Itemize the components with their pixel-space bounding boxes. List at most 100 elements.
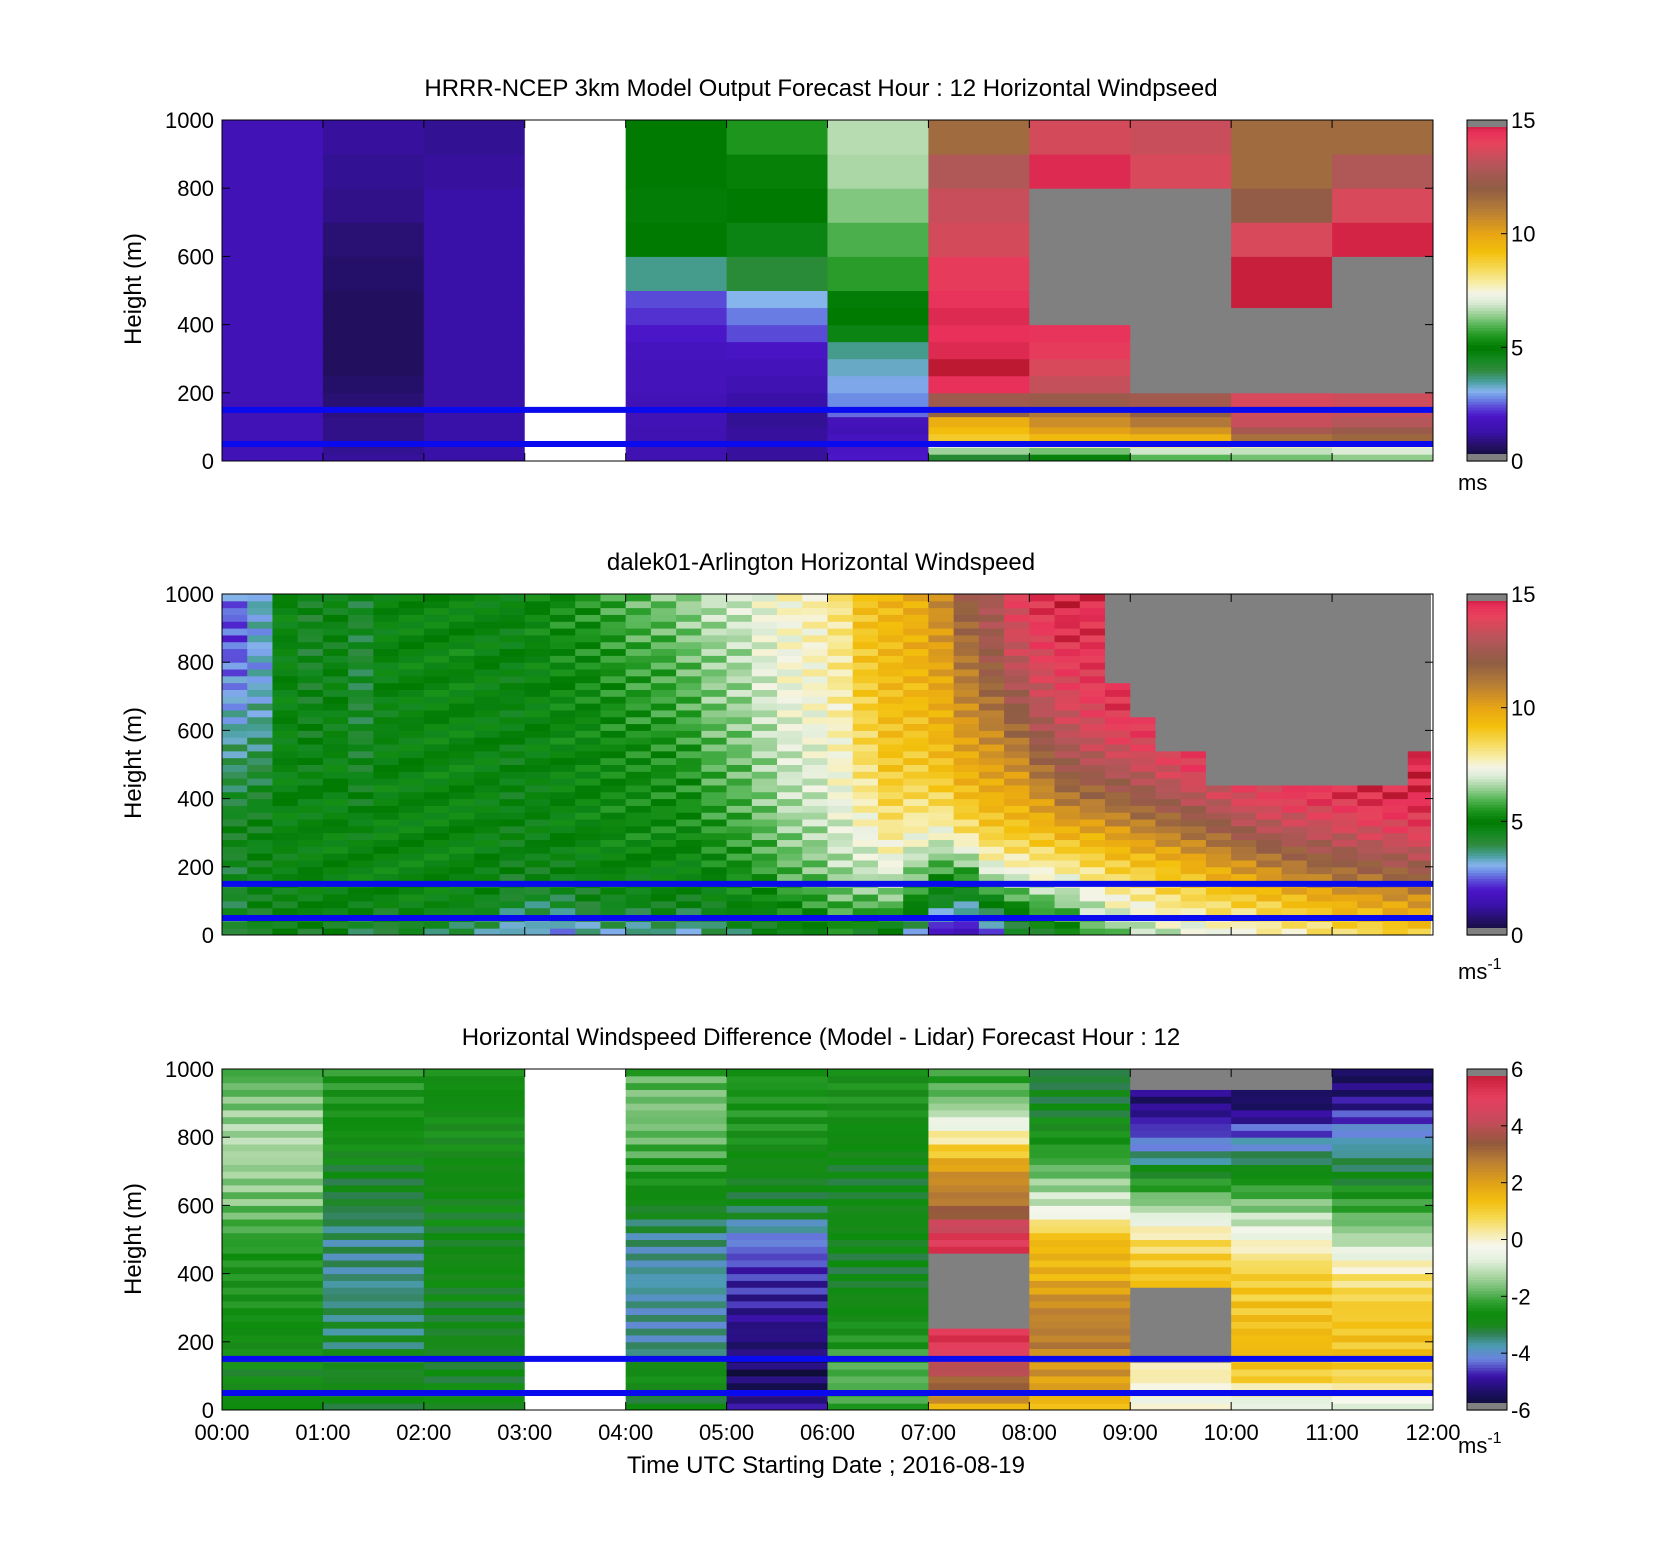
heatmap-cell xyxy=(953,771,980,779)
colorbar-swatch xyxy=(1467,1273,1507,1278)
heatmap-cell xyxy=(802,798,828,806)
heatmap-cell xyxy=(1180,600,1207,609)
heatmap-cell xyxy=(1332,1300,1434,1309)
heatmap-cell xyxy=(676,723,702,731)
heatmap-cell xyxy=(575,928,601,936)
heatmap-cell xyxy=(1155,730,1182,738)
heatmap-cell xyxy=(802,607,828,615)
heatmap-cell xyxy=(1155,607,1182,615)
heatmap-cell xyxy=(1130,1266,1232,1275)
heatmap-cell xyxy=(1205,600,1232,609)
heatmap-cell xyxy=(222,1116,324,1125)
heatmap-cell xyxy=(827,1239,929,1247)
colorbar-swatch xyxy=(1467,250,1507,255)
heatmap-cell xyxy=(524,907,551,916)
heatmap-cell xyxy=(222,839,248,847)
heatmap-cell xyxy=(1029,737,1056,745)
heatmap-cell xyxy=(827,1280,929,1288)
heatmap-cell xyxy=(650,805,677,813)
heatmap-cell xyxy=(1029,682,1056,690)
heatmap-cell xyxy=(1382,846,1409,854)
heatmap-cell xyxy=(499,907,526,916)
heatmap-cell xyxy=(877,723,904,731)
heatmap-cell xyxy=(1382,594,1409,602)
heatmap-cell xyxy=(726,307,828,326)
heatmap-cell xyxy=(600,696,627,704)
heatmap-cell xyxy=(322,1253,425,1261)
heatmap-cell xyxy=(625,607,652,615)
heatmap-cell xyxy=(726,1225,828,1234)
heatmap-cell xyxy=(751,716,778,725)
heatmap-cell xyxy=(247,853,273,861)
heatmap-cell xyxy=(398,839,425,847)
colorbar-swatch xyxy=(1467,134,1507,138)
heatmap-cell xyxy=(903,757,929,765)
heatmap-cell xyxy=(625,1198,728,1206)
heatmap-cell xyxy=(978,805,1005,813)
heatmap-cell xyxy=(852,832,879,841)
heatmap-cell xyxy=(272,771,299,779)
heatmap-cell xyxy=(322,1362,425,1370)
heatmap-cell xyxy=(650,662,677,670)
heatmap-cell xyxy=(1004,750,1030,759)
heatmap-cell xyxy=(625,655,652,663)
heatmap-cell xyxy=(1155,628,1182,636)
heatmap-cell xyxy=(701,805,728,813)
colorbar-swatch xyxy=(1467,829,1507,834)
heatmap-cell xyxy=(1029,866,1056,875)
heatmap-cell xyxy=(222,1123,324,1131)
heatmap-cell xyxy=(272,600,299,609)
heatmap-cell xyxy=(777,709,803,718)
heatmap-cell xyxy=(348,784,374,793)
heatmap-cell xyxy=(1332,1362,1434,1370)
heatmap-cell xyxy=(1180,839,1207,847)
heatmap-cell xyxy=(222,1280,324,1288)
heatmap-cell xyxy=(222,1205,324,1213)
heatmap-cell xyxy=(423,737,450,745)
heatmap-cell xyxy=(928,634,955,643)
heatmap-cell xyxy=(1180,594,1207,602)
heatmap-cell xyxy=(1180,709,1207,718)
heatmap-cell xyxy=(524,1382,627,1391)
heatmap-cell xyxy=(1029,750,1056,759)
heatmap-cell xyxy=(1079,859,1106,868)
heatmap-cell xyxy=(549,634,576,643)
heatmap-cell xyxy=(877,682,904,690)
heatmap-cell xyxy=(398,682,425,690)
heatmap-cell xyxy=(272,859,299,868)
heatmap-cell xyxy=(524,894,551,902)
heatmap-cell xyxy=(423,921,450,929)
heatmap-cell xyxy=(423,1171,526,1179)
heatmap-cell xyxy=(1231,1137,1333,1145)
heatmap-cell xyxy=(802,628,828,636)
heatmap-cell xyxy=(928,1307,1030,1316)
heatmap-cell xyxy=(1029,1103,1131,1111)
heatmap-cell xyxy=(928,1123,1030,1131)
heatmap-cell xyxy=(701,675,728,684)
heatmap-cell xyxy=(1180,703,1207,711)
heatmap-cell xyxy=(1079,689,1106,697)
heatmap-cell xyxy=(1004,900,1030,909)
heatmap-cell xyxy=(1332,1130,1434,1138)
heatmap-cell xyxy=(449,873,475,881)
colorbar-tick-label: 4 xyxy=(1511,1114,1523,1139)
heatmap-cell xyxy=(877,675,904,684)
colorbar-swatch xyxy=(1467,1242,1507,1246)
heatmap-cell xyxy=(1407,709,1434,718)
colorbar-tick-label: 10 xyxy=(1511,696,1535,721)
heatmap-cell xyxy=(978,662,1005,670)
heatmap-cell xyxy=(953,832,980,841)
heatmap-cell xyxy=(701,921,728,929)
heatmap-cell xyxy=(802,771,828,779)
heatmap-cell xyxy=(953,689,980,697)
heatmap-cell xyxy=(1130,1396,1232,1404)
heatmap-cell xyxy=(802,675,828,684)
heatmap-cell xyxy=(423,1069,526,1077)
heatmap-cell xyxy=(348,778,374,786)
heatmap-cell xyxy=(726,703,753,711)
heatmap-cell xyxy=(600,614,627,622)
heatmap-cell xyxy=(1357,709,1384,718)
heatmap-cell xyxy=(423,1225,526,1234)
heatmap-cell xyxy=(1130,846,1156,854)
heatmap-cell xyxy=(676,866,702,875)
